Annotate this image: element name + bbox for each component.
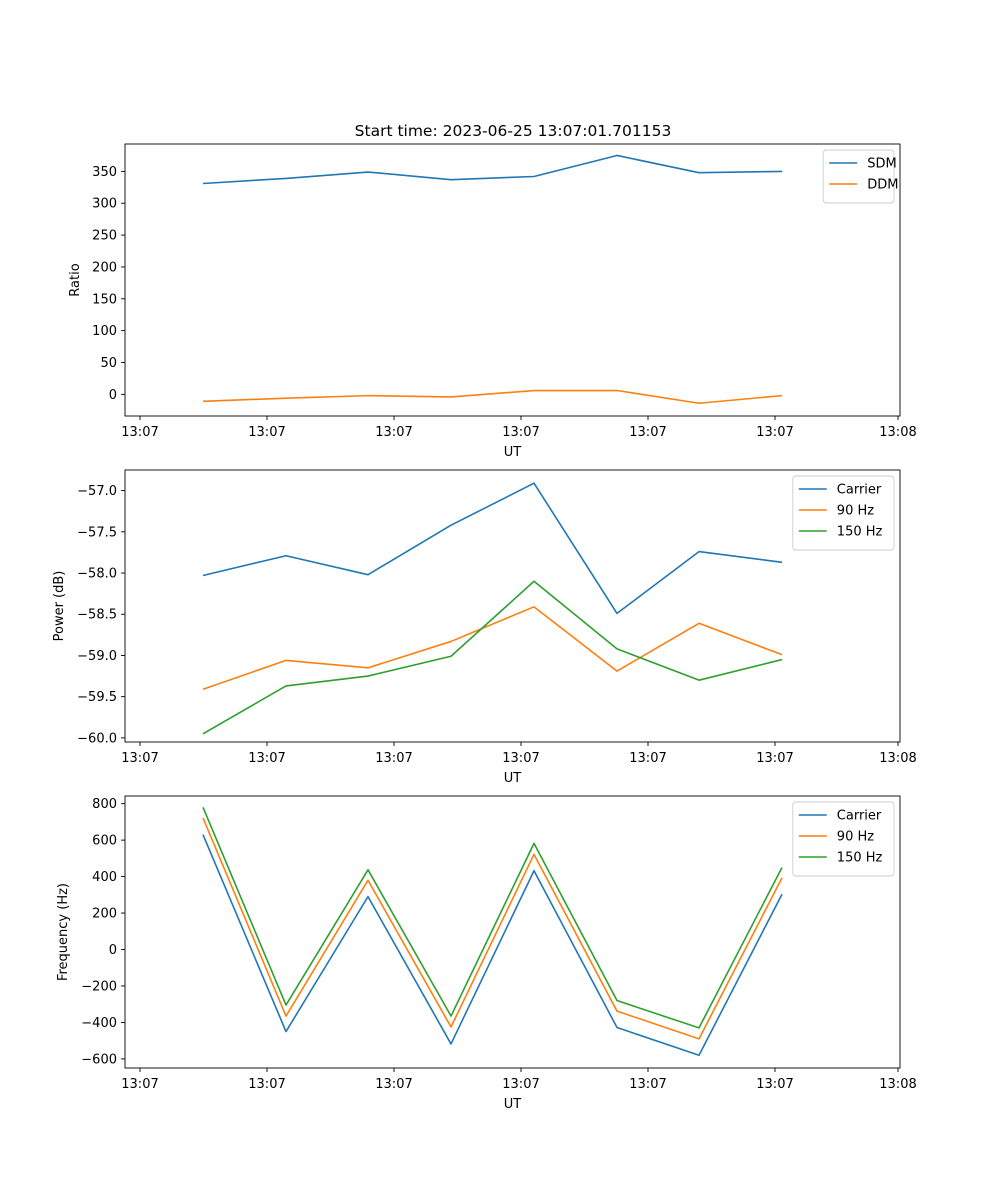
y-tick-label: 50 (100, 356, 117, 371)
legend-label: Carrier (837, 809, 882, 824)
x-tick-label: 13:07 (375, 425, 412, 440)
y-tick-label: −57.0 (77, 484, 117, 499)
y-axis-label: Ratio (68, 263, 83, 296)
legend-label: 90 Hz (837, 830, 874, 845)
x-tick-label: 13:08 (879, 1077, 916, 1092)
series-line-150-hz (202, 806, 783, 1029)
y-tick-label: −600 (81, 1052, 117, 1067)
y-tick-label: 350 (92, 165, 117, 180)
y-tick-label: 150 (92, 292, 117, 307)
series-line-carrier (202, 834, 783, 1057)
chart-title: Start time: 2023-06-25 13:07:01.701153 (355, 122, 672, 140)
y-tick-label: −58.0 (77, 567, 117, 582)
x-tick-label: 13:08 (879, 751, 916, 766)
y-tick-label: −400 (81, 1016, 117, 1031)
y-tick-label: 600 (92, 834, 117, 849)
y-tick-label: −58.5 (77, 608, 117, 623)
legend-label: DDM (867, 178, 898, 193)
x-axis-label: UT (504, 1097, 522, 1112)
x-tick-label: 13:07 (248, 1077, 285, 1092)
y-tick-label: −200 (81, 979, 117, 994)
panels: 13:07 13:07 13:07 13:07 13:07 13:07 13:08 0 50 10… (52, 143, 917, 1112)
x-tick-label: 13:07 (248, 751, 285, 766)
y-tick-label: 200 (92, 260, 117, 275)
y-tick-label: 300 (92, 197, 117, 212)
legend: Carrier 90 Hz 150 Hz (792, 475, 895, 551)
x-tick-label: 13:07 (121, 751, 158, 766)
axes-frame (124, 469, 901, 743)
series-line-sdm (202, 154, 783, 185)
x-tick-label: 13:07 (248, 425, 285, 440)
subplot-1: 13:07 13:07 13:07 13:07 13:07 13:07 13:08 0 50 10… (68, 143, 917, 460)
x-tick-label: 13:07 (502, 1077, 539, 1092)
x-axis-label: UT (504, 445, 522, 460)
y-tick-label: 800 (92, 797, 117, 812)
subplot-3: 13:07 13:07 13:07 13:07 13:07 13:07 13:08 −600 −… (56, 795, 917, 1112)
y-tick-label: −59.0 (77, 649, 117, 664)
legend: Carrier 90 Hz 150 Hz (792, 801, 895, 877)
y-axis-label: Frequency (Hz) (56, 883, 71, 981)
y-tick-label: 200 (92, 907, 117, 922)
legend: SDM DDM (822, 149, 898, 204)
series-line-90-hz (202, 606, 783, 691)
y-axis-label: Power (dB) (52, 571, 67, 642)
x-tick-label: 13:07 (629, 425, 666, 440)
axes-frame (124, 795, 901, 1069)
series-line-ddm (202, 389, 783, 405)
x-tick-label: 13:07 (121, 425, 158, 440)
legend-label: Carrier (837, 483, 882, 498)
y-tick-label: −60.0 (77, 731, 117, 746)
y-tick-label: 100 (92, 324, 117, 339)
series-line-90-hz (202, 817, 783, 1040)
x-tick-label: 13:07 (502, 751, 539, 766)
legend-label: 150 Hz (837, 525, 883, 540)
x-tick-label: 13:07 (502, 425, 539, 440)
legend-label: 150 Hz (837, 851, 883, 866)
x-tick-label: 13:07 (375, 1077, 412, 1092)
x-tick-label: 13:07 (756, 425, 793, 440)
y-tick-label: −57.5 (77, 525, 117, 540)
x-tick-label: 13:08 (879, 425, 916, 440)
x-tick-label: 13:07 (375, 751, 412, 766)
axes-frame (124, 143, 901, 417)
y-tick-label: 250 (92, 229, 117, 244)
x-axis-label: UT (504, 771, 522, 786)
y-tick-label: 0 (109, 943, 117, 958)
legend-label: 90 Hz (837, 504, 874, 519)
x-tick-label: 13:07 (121, 1077, 158, 1092)
x-tick-label: 13:07 (629, 1077, 666, 1092)
x-tick-label: 13:07 (629, 751, 666, 766)
x-tick-label: 13:07 (756, 751, 793, 766)
y-tick-label: 0 (109, 388, 117, 403)
series-line-150-hz (202, 580, 783, 735)
subplot-2: 13:07 13:07 13:07 13:07 13:07 13:07 13:08 −60.0… (52, 469, 917, 786)
x-tick-label: 13:07 (756, 1077, 793, 1092)
y-tick-label: 400 (92, 870, 117, 885)
legend-label: SDM (867, 157, 896, 172)
y-tick-label: −59.5 (77, 690, 117, 705)
series-line-carrier (202, 482, 783, 615)
